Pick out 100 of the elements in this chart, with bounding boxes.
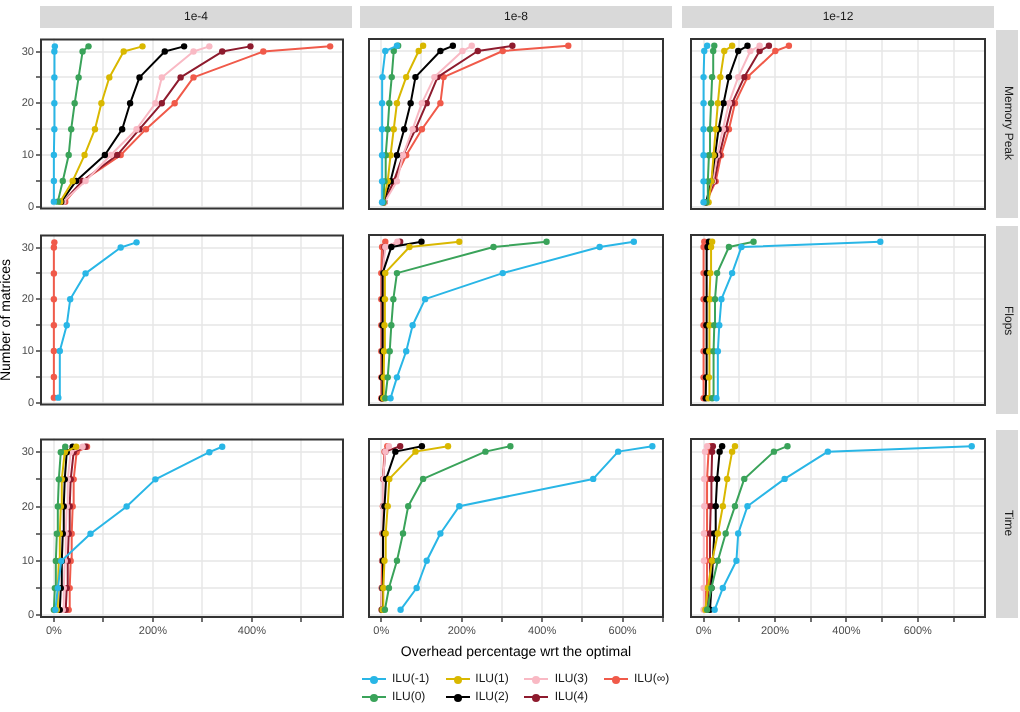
point [728,269,736,277]
point [98,100,105,107]
point [418,126,426,133]
point [403,348,410,355]
point [877,238,884,246]
point [385,584,393,592]
point [71,100,78,107]
point [423,99,430,107]
point [390,126,397,133]
point [67,296,74,303]
point [101,151,109,159]
point [700,152,707,159]
point [63,321,70,329]
point [781,475,788,483]
point [731,442,739,450]
point [456,502,463,510]
point [701,47,708,55]
point [51,100,58,107]
point [700,73,707,81]
point [744,42,751,50]
point [750,238,757,246]
point [713,394,720,402]
point [418,99,426,107]
point [437,99,444,107]
point [55,394,62,401]
point [161,48,168,55]
point [75,74,82,81]
point [81,151,88,159]
point [490,243,497,251]
point [206,448,213,456]
point [756,47,763,55]
point [51,239,58,246]
point [106,74,113,81]
point [152,476,159,483]
point [393,99,401,107]
point [388,322,395,329]
point [50,321,58,329]
point [409,322,416,329]
point [87,530,94,537]
point [51,43,59,50]
point [456,238,463,246]
point [728,42,736,50]
point [482,448,489,455]
point [384,126,391,133]
point [136,74,143,81]
point [824,448,832,455]
point [219,443,226,450]
point [714,99,722,107]
point [396,442,404,450]
point [717,73,724,81]
point [382,238,389,246]
point [158,74,165,81]
point [770,448,778,455]
point [711,295,719,303]
point [630,238,638,246]
point [565,42,572,50]
point [712,502,719,510]
point [139,43,146,50]
point [735,47,742,55]
point [378,126,386,133]
point [437,530,444,537]
point [50,347,58,355]
point [126,100,134,107]
point [499,269,506,277]
point [67,125,75,133]
point [507,442,514,450]
point [735,73,742,81]
point [716,448,723,455]
point [968,442,975,450]
point [421,295,429,303]
point [705,152,713,159]
point [82,270,89,277]
point [499,47,506,55]
point [190,48,197,55]
point [51,48,58,55]
point [50,244,58,251]
point [123,503,130,510]
point [614,448,622,455]
point [50,373,58,381]
point [403,73,410,81]
point [120,48,127,55]
point [171,100,178,107]
point [747,47,754,55]
point [260,48,267,55]
point [706,126,714,133]
point [756,42,763,50]
point [50,270,58,277]
point [590,475,597,483]
point [765,42,773,50]
point [386,99,393,107]
point [382,47,389,55]
point [738,243,745,251]
point [713,475,721,483]
point [731,502,739,510]
point [711,42,718,50]
point [91,125,99,133]
point [388,73,395,81]
point [59,177,66,185]
point [379,73,386,81]
point [393,152,401,159]
